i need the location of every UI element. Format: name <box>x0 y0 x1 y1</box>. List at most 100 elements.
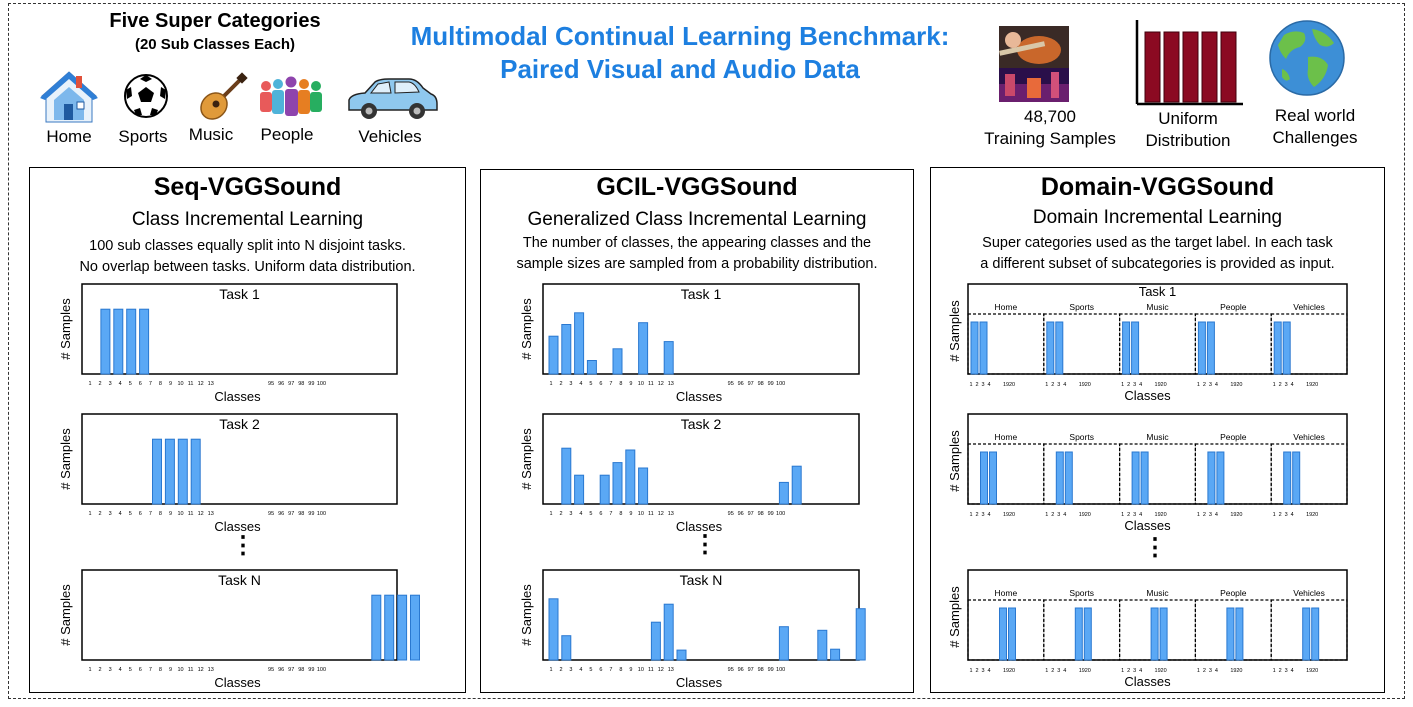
y-axis-label: # Samples <box>519 298 534 360</box>
bar <box>574 474 585 505</box>
tick-label: 98 <box>298 667 304 673</box>
tick-label: 99 <box>768 667 774 673</box>
stat-uniform-distribution: Uniform Distribution <box>1118 108 1258 152</box>
bar <box>980 451 988 505</box>
bar <box>384 594 395 661</box>
bar <box>548 335 559 375</box>
super-categories-title: Five Super Categories <box>109 10 321 32</box>
tick-label: 3 <box>1057 382 1060 388</box>
domain-label: Music <box>1146 302 1169 312</box>
tick-label: 7 <box>149 667 152 673</box>
tick-label: 19 <box>1003 382 1009 388</box>
tick-label: 4 <box>987 512 990 518</box>
chart-frame <box>542 569 860 661</box>
tick-label: 3 <box>569 511 572 517</box>
tick-label: 99 <box>308 381 314 387</box>
soccer-ball-icon <box>124 74 168 118</box>
tick-label: 2 <box>1279 512 1282 518</box>
bar <box>830 648 841 661</box>
tick-label: 3 <box>1133 382 1136 388</box>
tick-label: 8 <box>159 381 162 387</box>
tick-label: 20 <box>1312 382 1318 388</box>
panel-description: 100 sub classes equally split into N dis… <box>30 236 465 278</box>
bar <box>1046 321 1055 375</box>
chart-frame <box>81 413 398 505</box>
domain-label: Vehicles <box>1293 588 1325 598</box>
bar <box>638 322 649 375</box>
tick-label: 20 <box>1009 668 1015 674</box>
task-label: Task 1 <box>219 286 260 302</box>
bar <box>548 598 559 661</box>
panel-title: GCIL-VGGSound <box>596 173 798 201</box>
bar <box>397 594 408 661</box>
x-axis-label: Classes <box>214 519 261 534</box>
tick-label: 100 <box>317 511 326 517</box>
panel-description: Super categories used as the target labe… <box>931 233 1384 275</box>
tick-label: 9 <box>169 667 172 673</box>
category-label-sports: Sports <box>118 127 168 146</box>
tick-label: 5 <box>589 667 592 673</box>
bar <box>410 594 420 661</box>
tick-label: 100 <box>776 381 785 387</box>
tick-label: 4 <box>1139 382 1142 388</box>
chart-frame <box>542 283 860 375</box>
tick-label: 99 <box>308 667 314 673</box>
tick-label: 3 <box>1285 668 1288 674</box>
tick-label: 1 <box>549 511 552 517</box>
y-axis-label: # Samples <box>58 298 73 360</box>
domain-label: People <box>1220 588 1247 598</box>
tick-label: 2 <box>1127 512 1130 518</box>
domain-label: Vehicles <box>1293 302 1325 312</box>
tick-label: 1 <box>969 668 972 674</box>
tick-label: 4 <box>1215 382 1218 388</box>
bar <box>100 308 111 375</box>
tick-label: 20 <box>1236 512 1242 518</box>
tick-label: 20 <box>1161 382 1167 388</box>
tick-label: 3 <box>1285 382 1288 388</box>
tick-label: 7 <box>609 667 612 673</box>
bar <box>778 626 789 661</box>
tick-label: 11 <box>188 511 194 517</box>
tick-label: 8 <box>159 667 162 673</box>
tick-label: 10 <box>177 381 183 387</box>
tick-label: 4 <box>987 668 990 674</box>
y-axis-label: # Samples <box>519 584 534 646</box>
tick-label: 95 <box>728 381 734 387</box>
tick-label: 4 <box>119 511 122 517</box>
task-label: Task 2 <box>219 416 260 432</box>
stat-training-samples-label: Training Samples <box>984 129 1116 148</box>
stat-uniform-line2: Distribution <box>1145 131 1231 150</box>
bar <box>1226 607 1235 661</box>
tick-label: 2 <box>1127 668 1130 674</box>
tick-label: 1 <box>549 381 552 387</box>
bar <box>1055 321 1064 375</box>
tick-label: 1 <box>969 512 972 518</box>
tick-label: 100 <box>776 667 785 673</box>
tick-label: 1 <box>1197 512 1200 518</box>
tick-label: 20 <box>1161 668 1167 674</box>
chart-frame <box>81 569 398 661</box>
tick-label: 2 <box>559 667 562 673</box>
tick-label: 19 <box>1079 512 1085 518</box>
tick-label: 96 <box>738 381 744 387</box>
main-title-line2: Paired Visual and Audio Data <box>500 54 860 84</box>
tick-label: 20 <box>1085 382 1091 388</box>
tick-label: 2 <box>1203 512 1206 518</box>
tick-label: 2 <box>1051 668 1054 674</box>
tick-label: 11 <box>648 381 654 387</box>
tick-label: 20 <box>1085 668 1091 674</box>
bar <box>1292 451 1301 505</box>
tick-label: 4 <box>1291 382 1294 388</box>
bar <box>599 474 610 505</box>
domain-label: Home <box>995 588 1018 598</box>
bar <box>638 467 649 505</box>
tick-label: 2 <box>99 667 102 673</box>
bar <box>561 324 572 375</box>
chart-frame <box>542 413 860 505</box>
tick-label: 97 <box>748 667 754 673</box>
panel-description: The number of classes, the appearing cla… <box>481 233 913 275</box>
tick-label: 97 <box>288 381 294 387</box>
bar <box>190 438 201 505</box>
y-axis-label: # Samples <box>519 428 534 490</box>
main-title: Multimodal Continual Learning Benchmark:… <box>370 20 990 86</box>
